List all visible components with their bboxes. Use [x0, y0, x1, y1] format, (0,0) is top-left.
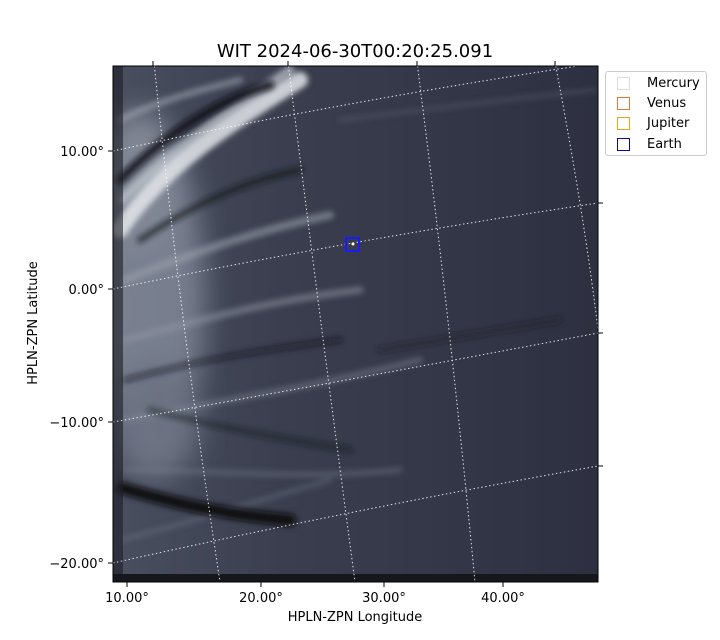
legend-label: Jupiter — [647, 115, 690, 131]
tick-marks — [108, 61, 603, 587]
y-tick-label: 0.00° — [69, 283, 104, 298]
legend-label: Venus — [647, 95, 687, 111]
grid-longitude-line — [555, 66, 598, 331]
legend-item-venus: Venus — [617, 93, 686, 113]
earth-point — [351, 242, 355, 246]
legend-swatch-venus — [617, 96, 630, 110]
y-tick-label: −10.00° — [49, 416, 104, 431]
bright-streamers — [113, 66, 597, 543]
grid-longitude-line — [417, 66, 476, 582]
grid-latitude-line — [113, 66, 582, 152]
legend: Mercury Venus Jupiter Earth — [605, 71, 707, 156]
legend-item-earth: Earth — [617, 134, 682, 154]
grid-latitude-line — [113, 465, 598, 564]
dark-streamers — [115, 80, 562, 526]
x-tick-label: 40.00° — [481, 591, 525, 606]
x-tick-label: 10.00° — [105, 591, 149, 606]
grid-latitude-line — [113, 332, 598, 423]
y-axis-label: HPLN-ZPN Latitude — [26, 261, 41, 384]
grid-longitude-line — [153, 66, 221, 582]
legend-item-jupiter: Jupiter — [617, 113, 689, 133]
y-tick-label: 10.00° — [60, 145, 104, 160]
legend-item-mercury: Mercury — [617, 73, 700, 93]
earth-marker — [345, 237, 360, 252]
legend-swatch-earth — [617, 137, 630, 151]
grid-longitude-line — [287, 66, 356, 582]
legend-label: Mercury — [647, 75, 700, 91]
x-axis-label: HPLN-ZPN Longitude — [288, 610, 423, 625]
x-tick-labels: 10.00° 20.00° 30.00° 40.00° — [105, 591, 525, 606]
legend-swatch-jupiter — [617, 116, 630, 130]
y-tick-labels: 10.00° 0.00° −10.00° −20.00° — [49, 145, 104, 572]
legend-swatch-mercury — [617, 76, 630, 90]
sky-image — [113, 66, 598, 582]
y-tick-label: −20.00° — [49, 557, 104, 572]
planet-markers — [345, 237, 360, 252]
chart-title: WIT 2024-06-30T00:20:25.091 — [217, 41, 493, 62]
bottom-edge-band — [113, 574, 598, 582]
left-edge-band — [113, 66, 123, 582]
plot-frame — [112, 65, 599, 583]
x-tick-label: 30.00° — [362, 591, 406, 606]
x-tick-label: 20.00° — [239, 591, 283, 606]
legend-label: Earth — [647, 136, 682, 152]
